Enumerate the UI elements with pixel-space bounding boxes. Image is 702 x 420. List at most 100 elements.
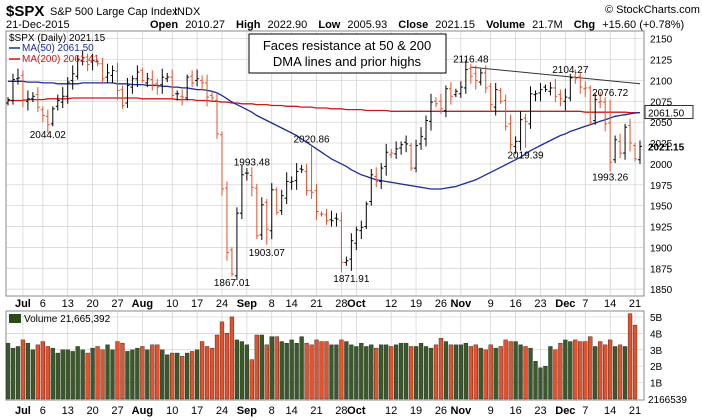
ohlc-bar: [518, 111, 523, 151]
y-tick-label: 2150: [650, 35, 673, 46]
volume-bar: [508, 341, 513, 400]
volume-bar: [448, 344, 454, 400]
volume-bar: [199, 341, 205, 400]
ohlc-bar: [25, 90, 30, 111]
volume-bar: [160, 349, 165, 400]
volume-bar: [170, 352, 175, 400]
ohlc-bar: [618, 133, 623, 159]
volume-bar: [503, 339, 508, 400]
ohlc-bar: [80, 50, 85, 66]
ohlc-bar: [324, 209, 329, 225]
volume-bar: [528, 347, 533, 400]
ohlc-bar: [135, 65, 140, 88]
ohlc-bar: [354, 226, 359, 250]
ohlc-bar: [369, 168, 374, 206]
ohlc-bar: [374, 167, 379, 188]
volume-bar: [329, 344, 334, 400]
volume-bar: [259, 334, 264, 400]
x-tick-label: 9: [488, 298, 494, 310]
ohlc-readout: Open 2010.27 High 2022.90 Low 2005.93 Cl…: [150, 19, 684, 31]
volume-bar: [155, 344, 160, 400]
volume-bar: [418, 342, 424, 400]
volume-x-tick-label: Aug: [132, 405, 153, 417]
y-tick-label: 2000: [650, 160, 673, 171]
volume-bar: [374, 347, 379, 400]
ohlc-bar: [478, 68, 483, 86]
price-labels: 2044.02 1867.01 1993.48 1903.07 2020.86 1871.…: [30, 55, 694, 289]
volume-bar: [274, 336, 279, 400]
ohlc-bar: [443, 85, 448, 118]
volume-x-tick-label: 28: [335, 405, 347, 417]
volume-bar: [125, 351, 130, 400]
volume-bar: [239, 341, 245, 400]
x-tick-label: 7: [582, 298, 588, 310]
ohlc-bar: [339, 212, 344, 272]
volume-bar: [632, 324, 638, 400]
low-value: 2005.93: [347, 19, 387, 31]
low-label: Low: [318, 19, 340, 31]
ohlc-bar: [70, 65, 75, 90]
open-label: Open: [150, 19, 178, 31]
volume-bar: [180, 356, 185, 400]
volume-x-tick-label: 16: [509, 405, 521, 417]
volume-bar: [523, 346, 528, 400]
legend-ma50: MA(50) 2061.50: [22, 43, 94, 54]
legend-price: $SPX (Daily) 2021.15: [9, 33, 106, 44]
volume-x-tick-label: 20: [86, 405, 98, 417]
volume-bar: [15, 346, 21, 400]
ohlc-bar: [638, 140, 642, 164]
ohlc-bar: [254, 183, 259, 240]
ohlc-bar: [488, 82, 493, 112]
volume-bar: [110, 349, 115, 400]
legend: $SPX (Daily) 2021.15 MA(50) 2061.50 MA(2…: [9, 33, 106, 65]
volume-bar: [229, 316, 235, 400]
volume-bar: [518, 344, 523, 400]
last-ma-value-box: [644, 105, 694, 119]
volume-x-tick-label: 14: [286, 405, 298, 417]
ohlc-bar: [438, 93, 443, 114]
x-tick-label: 6: [40, 298, 46, 310]
volume-bar: [40, 341, 45, 400]
ohlc-bar: [249, 167, 254, 197]
volume-bar: [85, 352, 90, 400]
volume-bar: [269, 336, 274, 400]
x-tick-label: Aug: [132, 298, 153, 310]
volume-bar: [304, 342, 309, 400]
volume-bar: [413, 346, 419, 400]
volume-bar: [533, 361, 538, 400]
volume-bar: [612, 346, 618, 400]
volume-legend: Volume 21,665,392: [24, 314, 111, 325]
volume-bar: [10, 347, 16, 400]
volume-bar: [35, 344, 40, 400]
ohlc-bar: [215, 92, 220, 139]
annotation-box: [248, 33, 447, 74]
price-callout: 1867.01: [214, 278, 251, 289]
ohlc-bar: [100, 57, 105, 83]
volume-x-tick-label: 6: [40, 405, 46, 417]
change-label: Chg: [574, 19, 595, 31]
ohlc-bar: [40, 106, 45, 123]
ohlc-bar: [334, 213, 339, 227]
x-tick-label: 19: [410, 298, 422, 310]
x-tick-label: 12: [385, 298, 397, 310]
x-tick-label: 24: [216, 298, 228, 310]
price-callout: 2019.39: [507, 151, 544, 162]
ohlc-bar: [573, 69, 578, 84]
volume-x-tick-label: 23: [534, 405, 546, 417]
y-tick-label: 1925: [650, 223, 673, 234]
volume-bar: [264, 344, 269, 400]
volume-tick-label: 2B: [650, 362, 663, 373]
volume-bar: [438, 338, 444, 400]
ohlc-bar: [35, 87, 40, 113]
price-callout: 2044.02: [30, 130, 67, 141]
volume-bar: [324, 341, 329, 400]
x-tick-label: 13: [62, 298, 74, 310]
volume-x-tick-label: 21: [310, 405, 322, 417]
price-callout: 2104.27: [552, 65, 589, 76]
volume-bar: [603, 344, 608, 400]
ohlc-bar: [458, 81, 463, 98]
volume-bar: [593, 346, 598, 400]
volume-bar: [20, 339, 26, 400]
y-tick-label: 1850: [650, 285, 673, 296]
ohlc-bar: [359, 220, 364, 240]
